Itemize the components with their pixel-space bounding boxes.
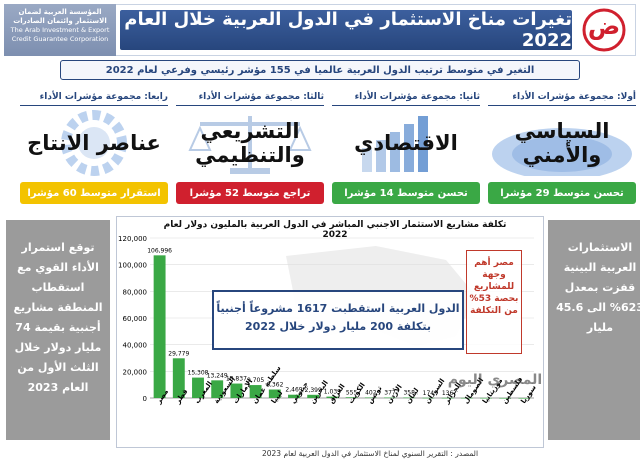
bar-value-label: 358 xyxy=(403,390,415,397)
pillar-name: السياسي والأمني xyxy=(514,119,610,167)
bar-1 xyxy=(172,358,185,398)
pillar-image: السياسي والأمني xyxy=(488,110,636,176)
bar-5 xyxy=(249,385,262,398)
bar-14 xyxy=(422,397,435,399)
pillar-image: عناصر الانتاج xyxy=(20,110,168,176)
watermark: المصري اليوم xyxy=(447,372,543,388)
source-note: المصدر : التقرير السنوي لمناخ الاستثمار … xyxy=(261,449,479,458)
y-tick-label: 80,000 xyxy=(123,288,148,296)
bar-value-label: 9,705 xyxy=(247,377,264,384)
pillar-name: عناصر الانتاج xyxy=(27,131,161,155)
bar-value-label: 2,469 xyxy=(285,387,302,394)
corporation-logo-icon: ض xyxy=(578,6,630,54)
logo-glyph: ض xyxy=(587,12,621,40)
pillar-badge: استقرار متوسط 60 مؤشرا xyxy=(20,182,168,204)
bar-value-label: 2,399 xyxy=(305,387,322,394)
org-name-en: The Arab Investment & Export Credit Guar… xyxy=(10,26,110,43)
callout-box: الدول العربية استقطبت 1617 مشروعاً أجنبي… xyxy=(212,290,464,350)
chart-title: تكلفة مشاريع الاستثمار الاجنبي المباشر ف… xyxy=(163,220,507,240)
bar-16 xyxy=(460,397,473,399)
pillar-head: رابعا: مجموعة مؤشرات الأداء xyxy=(20,92,168,106)
gear-icon xyxy=(61,110,127,176)
bar-value-label: 136 xyxy=(442,390,454,397)
bar-value-label: 29,779 xyxy=(168,350,189,357)
bar-18 xyxy=(499,397,512,399)
y-tick-label: 20,000 xyxy=(123,368,148,376)
pillar-name: الاقتصادي xyxy=(354,131,458,155)
pillar-head: ثالثا: مجموعة مؤشرات الأداء xyxy=(176,92,324,106)
bar-value-label: 106,996 xyxy=(147,247,172,254)
pillar-name: التشريعي والتنظيمي xyxy=(195,119,305,167)
bar-growth-icon xyxy=(362,116,428,172)
egypt-share-note: مصر أهم وجهة للمشاريع بحصة 53% من التكلف… xyxy=(466,250,522,354)
pillar-badge: تحسن متوسط 29 مؤشرا xyxy=(488,182,636,204)
y-tick-label: 0 xyxy=(143,395,147,403)
subtitle: التغير في متوسط ترتيب الدول العربية عالم… xyxy=(60,60,580,80)
bar-9 xyxy=(326,396,339,398)
bar-3 xyxy=(211,380,224,398)
bar-10 xyxy=(345,397,358,398)
pillar-production: رابعا: مجموعة مؤشرات الأداء عناصر الانتا… xyxy=(20,92,168,210)
pillar-badge: تحسن متوسط 14 مؤشرا xyxy=(332,182,480,204)
y-tick-label: 60,000 xyxy=(123,315,148,323)
bar-15 xyxy=(441,397,454,399)
org-logo-block: المؤسسة العربية لضمان الاستثمار وائتمان … xyxy=(4,4,116,56)
bar-2 xyxy=(192,377,204,398)
bar-value-label: 377 xyxy=(384,389,396,396)
pillar-head: أولا: مجموعة مؤشرات الأداء xyxy=(488,92,636,106)
bar-19 xyxy=(518,397,531,399)
y-tick-label: 40,000 xyxy=(123,342,148,350)
bar-12 xyxy=(384,397,396,399)
pillar-image: التشريعي والتنظيمي xyxy=(176,110,324,176)
bar-value-label: 15,308 xyxy=(188,370,209,377)
pillar-head: ثانيا: مجموعة مؤشرات الأداء xyxy=(332,92,480,106)
bar-value-label: 174 xyxy=(423,390,435,397)
page-title: تغيرات مناخ الاستثمار في الدول العربية خ… xyxy=(120,9,572,51)
bar-13 xyxy=(403,397,416,399)
org-name-ar: المؤسسة العربية لضمان الاستثمار وائتمان … xyxy=(13,8,107,25)
pillar-image: الاقتصادي xyxy=(332,110,480,176)
bar-4 xyxy=(230,383,243,398)
y-tick-label: 120,000 xyxy=(118,235,147,243)
bar-value-label: 555 xyxy=(346,389,358,396)
pillar-legislative: ثالثا: مجموعة مؤشرات الأداء التشريعي وال… xyxy=(176,92,324,210)
left-panel: توقع استمرار الأداء القوي مع استقطاب الم… xyxy=(6,220,110,440)
bar-value-label: 6,362 xyxy=(266,382,283,389)
bar-8 xyxy=(307,394,320,398)
pillar-economic: ثانيا: مجموعة مؤشرات الأداء الاقتصادي تح… xyxy=(332,92,480,210)
right-panel: الاستثمارات العربية البينية قفزت بمعدل 6… xyxy=(548,220,640,440)
pillar-badge: تراجع متوسط 52 مؤشرا xyxy=(176,182,324,204)
bar-0 xyxy=(153,255,166,398)
bar-value-label: 402 xyxy=(365,389,377,396)
globe-icon xyxy=(492,128,632,176)
bar-value-label: 10,837 xyxy=(226,376,247,383)
scales-icon xyxy=(188,116,312,174)
y-tick-label: 100,000 xyxy=(118,262,147,270)
bar-value-label: 13,249 xyxy=(207,372,228,379)
bar-value-label: 1,039 xyxy=(324,389,341,396)
bar-7 xyxy=(288,394,300,398)
bar-11 xyxy=(364,397,377,399)
bar-6 xyxy=(268,389,281,398)
pillar-political-security: أولا: مجموعة مؤشرات الأداء السياسي والأم… xyxy=(488,92,636,210)
bar-17 xyxy=(480,397,492,399)
